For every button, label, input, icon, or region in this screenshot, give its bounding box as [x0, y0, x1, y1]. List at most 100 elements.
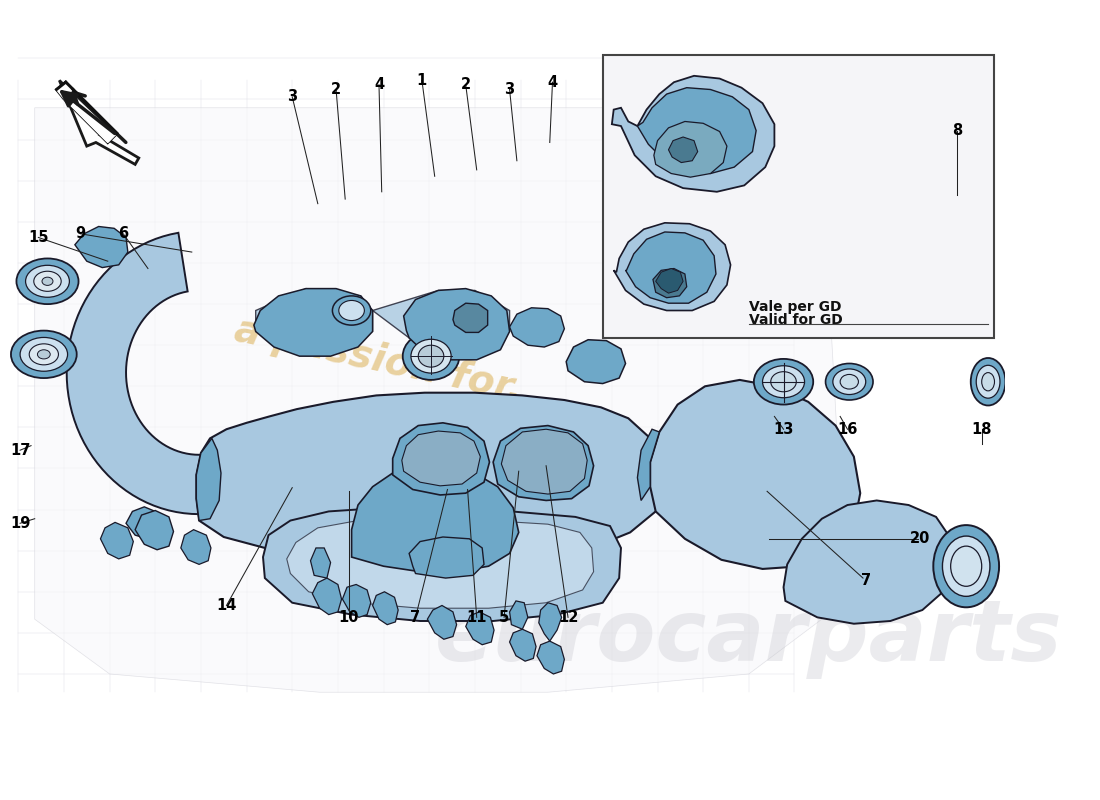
Text: 14: 14	[217, 598, 236, 613]
Ellipse shape	[16, 258, 78, 304]
Polygon shape	[196, 438, 221, 521]
Polygon shape	[287, 518, 594, 608]
Text: 15: 15	[29, 230, 48, 245]
Polygon shape	[453, 303, 487, 333]
Text: 20: 20	[911, 531, 931, 546]
Polygon shape	[254, 289, 373, 356]
Ellipse shape	[37, 350, 51, 359]
Polygon shape	[135, 510, 174, 550]
Polygon shape	[180, 530, 211, 564]
Text: 9: 9	[75, 226, 86, 242]
Ellipse shape	[950, 546, 981, 586]
Polygon shape	[614, 223, 730, 310]
Polygon shape	[310, 548, 331, 578]
Text: 5: 5	[499, 610, 509, 625]
Polygon shape	[100, 522, 133, 559]
Polygon shape	[653, 122, 727, 177]
Polygon shape	[126, 507, 160, 539]
Polygon shape	[650, 380, 860, 569]
Text: 10: 10	[339, 610, 359, 625]
Ellipse shape	[970, 358, 1005, 406]
Text: 3: 3	[287, 90, 297, 104]
Polygon shape	[612, 76, 774, 192]
Polygon shape	[393, 423, 490, 495]
Ellipse shape	[403, 333, 460, 380]
Polygon shape	[493, 426, 594, 501]
Ellipse shape	[933, 525, 999, 607]
Polygon shape	[656, 269, 683, 293]
Polygon shape	[373, 592, 398, 625]
Ellipse shape	[20, 338, 67, 371]
Polygon shape	[312, 578, 341, 614]
Polygon shape	[56, 82, 117, 142]
Text: 3: 3	[505, 82, 515, 97]
Polygon shape	[509, 601, 528, 630]
Text: 4: 4	[374, 78, 384, 93]
Text: Vale per GD: Vale per GD	[749, 300, 842, 314]
Ellipse shape	[943, 536, 990, 596]
Polygon shape	[75, 226, 128, 267]
Ellipse shape	[771, 372, 796, 392]
Text: 16: 16	[837, 422, 858, 437]
Polygon shape	[409, 537, 484, 578]
Ellipse shape	[30, 344, 58, 365]
Polygon shape	[352, 466, 519, 572]
Text: 17: 17	[10, 442, 31, 458]
Text: 2: 2	[331, 82, 341, 97]
Polygon shape	[669, 137, 697, 162]
Polygon shape	[537, 641, 564, 674]
Polygon shape	[502, 430, 587, 494]
Polygon shape	[783, 501, 955, 624]
Polygon shape	[566, 340, 626, 383]
Ellipse shape	[332, 296, 371, 325]
Text: 11: 11	[466, 610, 487, 625]
Text: 7: 7	[860, 574, 871, 588]
Ellipse shape	[840, 374, 858, 389]
Polygon shape	[402, 431, 481, 486]
Text: 4: 4	[548, 74, 558, 90]
Ellipse shape	[754, 359, 813, 405]
Ellipse shape	[25, 266, 69, 298]
Ellipse shape	[42, 277, 53, 286]
Polygon shape	[56, 82, 117, 142]
Polygon shape	[67, 233, 260, 514]
Polygon shape	[428, 606, 456, 639]
Text: 18: 18	[971, 422, 992, 437]
Text: 8: 8	[952, 123, 962, 138]
Ellipse shape	[833, 369, 866, 394]
Ellipse shape	[411, 339, 451, 373]
Text: 13: 13	[773, 422, 794, 437]
Polygon shape	[263, 508, 622, 621]
Polygon shape	[342, 585, 371, 618]
Polygon shape	[653, 269, 686, 298]
Polygon shape	[539, 602, 562, 641]
Ellipse shape	[11, 330, 77, 378]
Ellipse shape	[825, 363, 873, 400]
Text: 2: 2	[461, 78, 471, 93]
Ellipse shape	[418, 346, 443, 367]
Text: Valid for GD: Valid for GD	[749, 313, 843, 326]
Polygon shape	[196, 393, 667, 560]
Polygon shape	[509, 630, 536, 661]
Text: 12: 12	[558, 610, 579, 625]
FancyBboxPatch shape	[603, 55, 993, 338]
Polygon shape	[637, 88, 756, 174]
Polygon shape	[59, 80, 139, 164]
Polygon shape	[35, 108, 840, 692]
Text: 1: 1	[417, 73, 427, 88]
Ellipse shape	[981, 373, 994, 391]
Text: a passion for...: a passion for...	[231, 311, 554, 416]
Polygon shape	[465, 612, 494, 645]
Ellipse shape	[762, 366, 804, 398]
Text: 7: 7	[410, 610, 420, 625]
Text: 19: 19	[10, 516, 31, 530]
Polygon shape	[509, 308, 564, 347]
Text: 6: 6	[118, 226, 129, 242]
Polygon shape	[255, 289, 509, 338]
Polygon shape	[637, 430, 659, 501]
Polygon shape	[626, 232, 716, 303]
Ellipse shape	[976, 366, 1000, 398]
Text: eurocarparts: eurocarparts	[434, 596, 1063, 679]
Ellipse shape	[339, 301, 364, 321]
Ellipse shape	[34, 271, 62, 291]
